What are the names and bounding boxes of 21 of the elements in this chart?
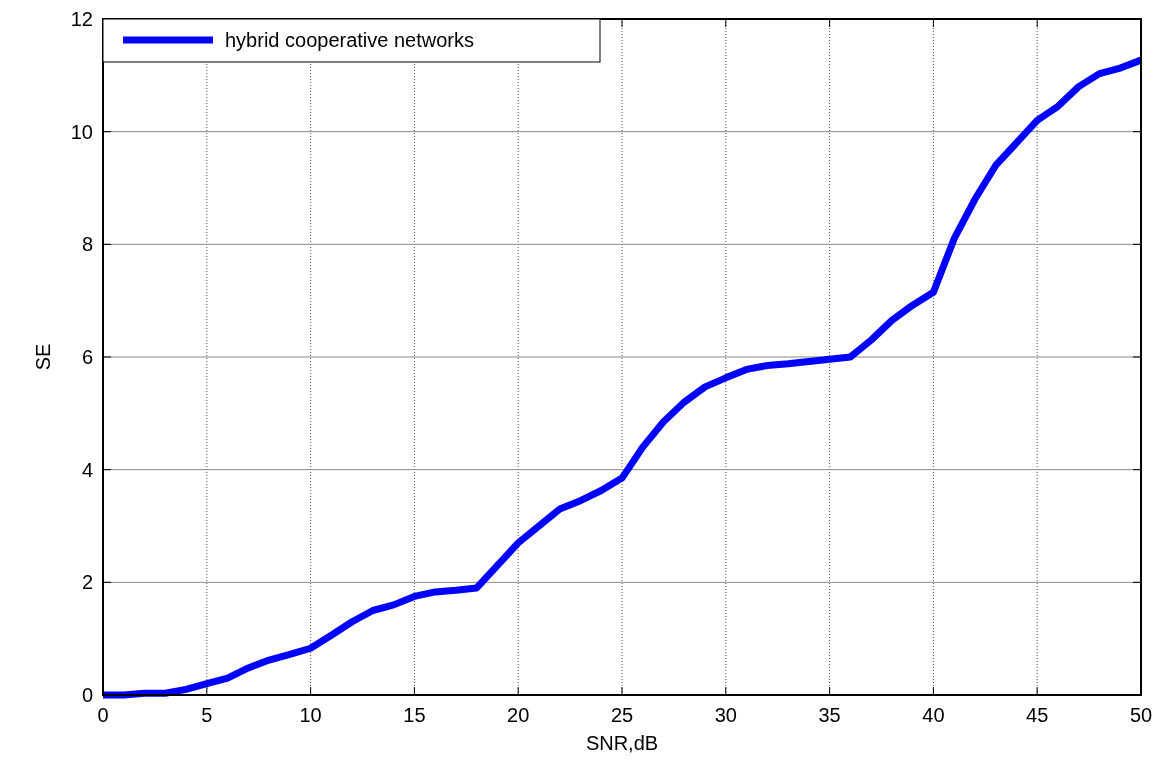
- y-tick-label: 2: [81, 571, 93, 594]
- y-tick-label: 4: [81, 458, 93, 481]
- x-tick-label: 35: [818, 704, 841, 726]
- x-tick-label: 10: [299, 704, 322, 726]
- x-tick-label: 45: [1026, 704, 1049, 726]
- x-tick-label: 15: [403, 704, 426, 726]
- y-tick-label: 6: [81, 346, 93, 368]
- y-tick-label: 10: [70, 120, 93, 143]
- x-tick-label: 50: [1129, 704, 1153, 726]
- x-axis-title: SNR,dB: [585, 732, 659, 754]
- x-tick-label: 5: [201, 704, 213, 726]
- x-tick-label: 0: [97, 704, 109, 726]
- y-tick-label: 8: [81, 233, 93, 256]
- legend-label: hybrid cooperative networks: [225, 29, 475, 51]
- y-tick-label: 12: [70, 8, 93, 30]
- y-tick-label: 0: [81, 684, 93, 706]
- y-axis-title: SE: [32, 343, 54, 371]
- x-tick-label: 40: [922, 704, 945, 726]
- x-tick-label: 30: [714, 704, 737, 726]
- x-tick-label: 20: [507, 704, 530, 726]
- x-tick-label: 25: [610, 704, 634, 726]
